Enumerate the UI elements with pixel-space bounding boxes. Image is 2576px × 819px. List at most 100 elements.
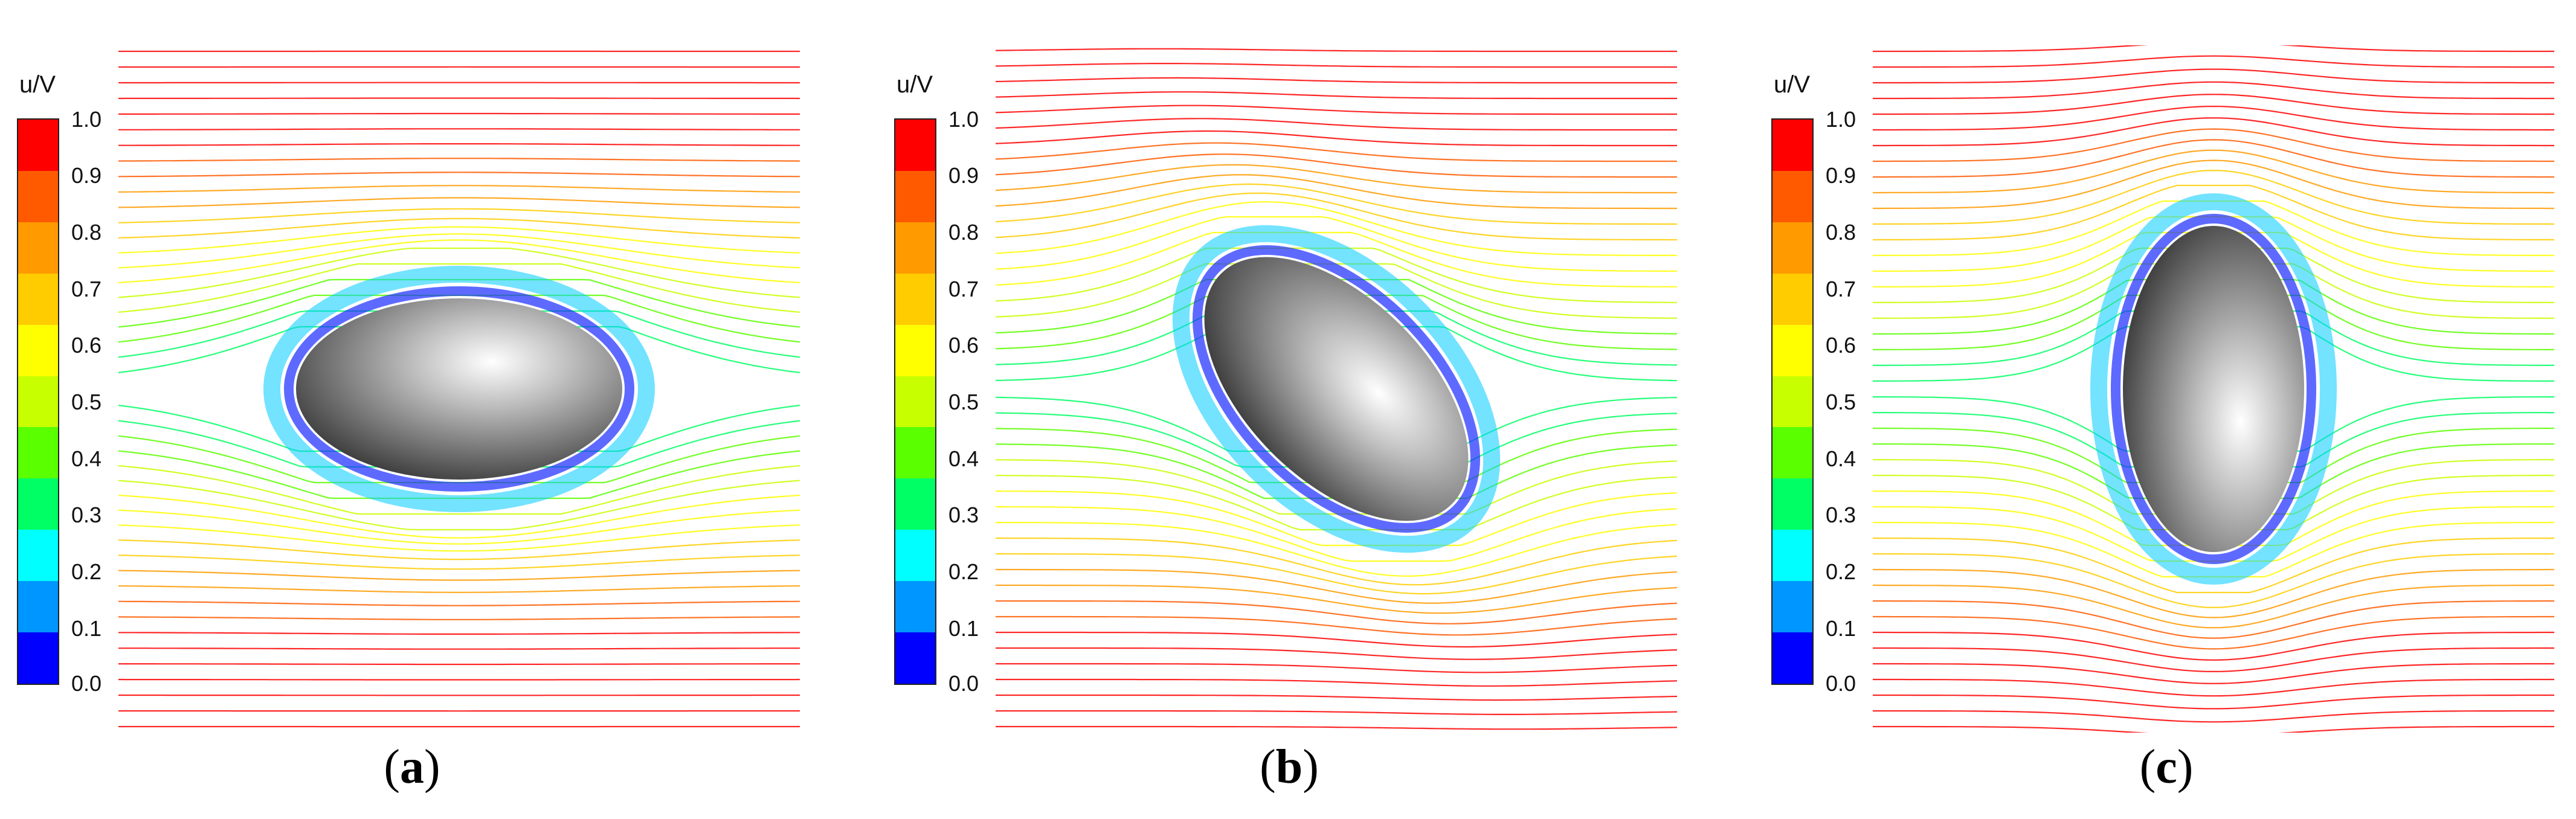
colorbar-tick: 0.5 (71, 390, 102, 414)
panel-a: u/V 1.0 0.9 0.8 0.7 0.6 0.5 0.4 0.3 0.2 … (0, 0, 858, 819)
streamline (996, 631, 1677, 648)
colorbar-tick: 0.4 (948, 446, 979, 471)
streamline (996, 164, 1677, 194)
streamline (118, 143, 800, 146)
streamline (996, 710, 1677, 715)
colorbar-seg (1773, 478, 1812, 530)
colorbar-tick: 1.0 (1826, 107, 1856, 132)
colorbar-tick: 0.0 (948, 671, 979, 696)
colorbar-tick: 0.4 (71, 446, 102, 471)
streamline (996, 553, 1677, 595)
particle-body (1204, 257, 1469, 521)
colorbar-tick: 1.0 (71, 107, 102, 132)
colorbar-title: u/V (897, 71, 933, 98)
colorbar-seg (18, 478, 58, 530)
colorbar-tick: 0.9 (71, 163, 102, 188)
streamline (1873, 600, 2554, 639)
streamline (996, 568, 1677, 604)
colorbar-tick: 0.3 (948, 503, 979, 527)
colorbar-seg (18, 581, 58, 633)
streamline (996, 201, 1677, 256)
panel-c: u/V 1.0 0.9 0.8 0.7 0.6 0.5 0.4 0.3 0.2 … (1754, 0, 2576, 819)
streamline (118, 226, 800, 254)
streamline (996, 183, 1677, 225)
velocity-field-plot (118, 50, 800, 728)
near-body-flow (1172, 225, 1501, 553)
streamline (996, 216, 1677, 272)
colorbar-seg (895, 478, 935, 530)
colorbar-tick: 0.0 (71, 671, 102, 696)
streamline (118, 158, 800, 162)
near-body-flow (284, 286, 634, 492)
streamline (118, 632, 800, 635)
streamline (118, 647, 800, 650)
streamline (996, 142, 1677, 162)
colorbar-tick: 0.2 (71, 559, 102, 584)
streamline (1873, 584, 2554, 629)
colorbar (894, 118, 936, 685)
streamline (1873, 725, 2554, 733)
colorbar-tick: 1.0 (948, 107, 979, 132)
streamline (996, 77, 1677, 84)
streamline (996, 104, 1677, 115)
colorbar-seg (18, 427, 58, 479)
colorbar-tick: 0.1 (71, 616, 102, 641)
colorbar-tick: 0.7 (948, 277, 979, 301)
colorbar-seg (1773, 581, 1812, 633)
streamline (996, 506, 1677, 562)
streamline (118, 509, 800, 545)
colorbar-tick: 0.7 (71, 277, 102, 301)
streamline (1873, 45, 2554, 53)
colorbar-tick: 0.9 (1826, 163, 1856, 188)
colorbar-seg (1773, 632, 1812, 684)
streamline (118, 616, 800, 620)
streamline (1873, 94, 2554, 115)
colorbar-title: u/V (19, 71, 56, 98)
streamline (1873, 615, 2554, 650)
streamline (996, 153, 1677, 178)
colorbar-seg (895, 120, 935, 171)
streamline (1873, 710, 2554, 723)
streamline (996, 663, 1677, 673)
streamline (118, 480, 800, 531)
near-body-flow (1193, 245, 1480, 533)
colorbar-tick: 0.8 (1826, 220, 1856, 245)
colorbar-tick: 0.1 (1826, 616, 1856, 641)
colorbar-tick: 0.2 (1826, 559, 1856, 584)
colorbar-tick: 0.6 (948, 333, 979, 358)
colorbar-seg (1773, 273, 1812, 325)
streamline (118, 247, 800, 298)
streamline (1873, 128, 2554, 162)
particle-body (2123, 226, 2304, 552)
colorbar-tick: 0.9 (948, 163, 979, 188)
streamline (1873, 149, 2554, 194)
streamline (1873, 694, 2554, 710)
colorbar (17, 118, 59, 685)
colorbar-seg (895, 222, 935, 274)
colorbar-tick: 0.1 (948, 616, 979, 641)
colorbar-seg (895, 376, 935, 428)
colorbar-tick: 0.4 (1826, 446, 1856, 471)
colorbar-seg (1773, 427, 1812, 479)
streamline (996, 522, 1677, 577)
colorbar-tick: 0.0 (1826, 671, 1856, 696)
streamline (1873, 159, 2554, 210)
streamline (996, 615, 1677, 636)
streamline (118, 263, 800, 313)
streamline (996, 231, 1677, 287)
streamline (118, 585, 800, 593)
colorbar-tick: 0.2 (948, 559, 979, 584)
streamline (1873, 678, 2554, 697)
streamline (996, 91, 1677, 100)
near-body-flow (2090, 193, 2337, 585)
colorbar-seg (1773, 222, 1812, 274)
colorbar-seg (18, 273, 58, 325)
streamline (118, 494, 800, 539)
streamline (996, 490, 1677, 547)
colorbar-seg (18, 222, 58, 274)
colorbar-tick: 0.8 (71, 220, 102, 245)
streamline (1873, 537, 2554, 594)
colorbar-tick: 0.6 (1826, 333, 1856, 358)
streamline (118, 185, 800, 193)
streamline (1873, 647, 2554, 673)
